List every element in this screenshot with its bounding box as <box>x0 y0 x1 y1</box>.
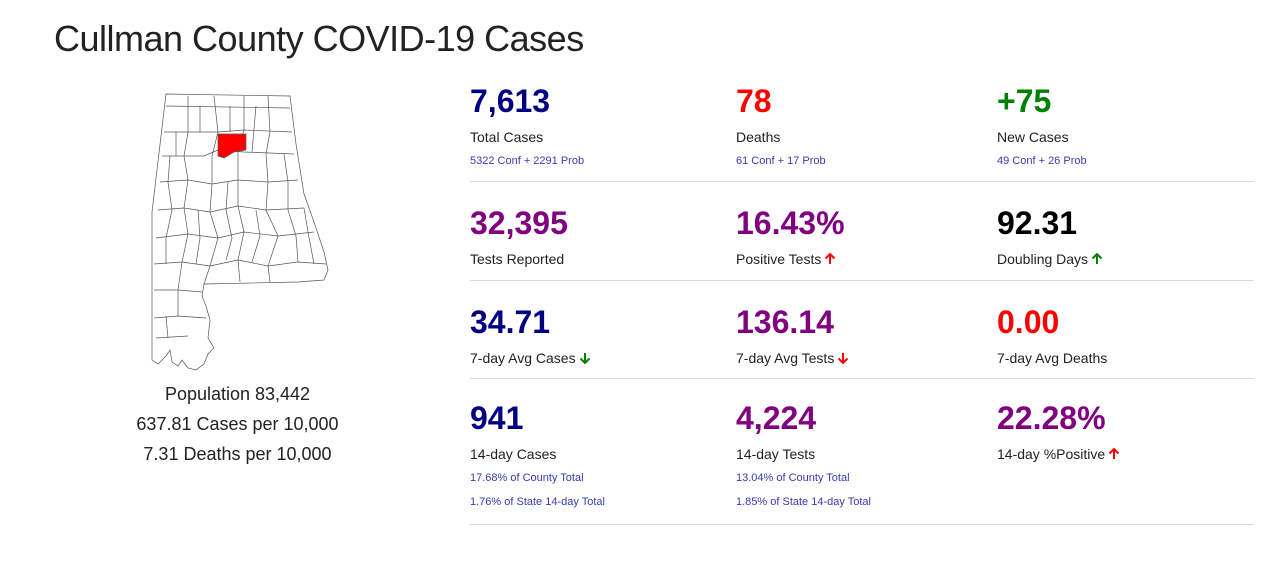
page-title: Cullman County COVID-19 Cases <box>54 18 584 59</box>
stats-row-4: 941 14-day Cases 17.68% of County Total … <box>470 379 1254 525</box>
total-cases-breakdown: 5322 Conf + 2291 Prob <box>470 155 585 167</box>
deaths-label: Deaths <box>736 129 781 145</box>
arrow-down-icon <box>838 353 849 364</box>
doubling-days-label-row: Doubling Days <box>997 250 1103 268</box>
tests-14-label: 14-day Tests <box>736 446 816 462</box>
arrow-up-icon <box>1108 448 1120 459</box>
doubling-days-value: 92.31 <box>997 205 1078 241</box>
cases-per-10000: 637.81 Cases per 10,000 <box>136 414 339 434</box>
cases-14-label: 14-day Cases <box>470 446 557 462</box>
stat-tests-reported: 32,395 Tests Reported <box>470 202 568 268</box>
stat-deaths: 78 Deaths 61 Conf + 17 Prob <box>736 80 826 168</box>
tests-reported-label: Tests Reported <box>470 251 565 267</box>
cases-14-county-share: 17.68% of County Total <box>470 472 584 484</box>
alabama-county-map <box>148 92 338 374</box>
avg-tests-value: 136.14 <box>736 304 834 340</box>
positive-14-label-row: 14-day %Positive <box>997 445 1120 463</box>
tests-14-value: 4,224 <box>736 400 817 436</box>
stat-7day-avg-tests: 136.14 7-day Avg Tests <box>736 301 849 367</box>
avg-cases-label: 7-day Avg Cases <box>470 350 576 366</box>
arrow-down-icon <box>579 353 590 364</box>
stats-row-1: 7,613 Total Cases 5322 Conf + 2291 Prob … <box>470 80 1254 182</box>
cases-14-value: 941 <box>470 400 524 436</box>
positive-14-label: 14-day %Positive <box>997 446 1106 462</box>
tests-14-county-share: 13.04% of County Total <box>736 472 850 484</box>
stat-positive-tests: 16.43% Positive Tests <box>736 202 845 268</box>
cullman-county-highlight <box>217 133 247 159</box>
stats-row-2: 32,395 Tests Reported 16.43% Positive Te… <box>470 182 1254 281</box>
tests-reported-value: 32,395 <box>470 205 568 241</box>
avg-deaths-value: 0.00 <box>997 304 1060 340</box>
avg-tests-label-row: 7-day Avg Tests <box>736 349 849 367</box>
total-cases-label: Total Cases <box>470 129 544 145</box>
avg-cases-value: 34.71 <box>470 304 551 340</box>
stat-7day-avg-deaths: 0.00 7-day Avg Deaths <box>997 301 1107 367</box>
total-cases-value: 7,613 <box>470 83 551 119</box>
stat-total-cases: 7,613 Total Cases 5322 Conf + 2291 Prob <box>470 80 584 168</box>
stat-14day-positive: 22.28% 14-day %Positive <box>997 397 1120 463</box>
deaths-per-10000: 7.31 Deaths per 10,000 <box>143 444 332 464</box>
positive-14-value: 22.28% <box>997 400 1106 436</box>
new-cases-value: +75 <box>997 83 1052 119</box>
tests-14-state-share: 1.85% of State 14-day Total <box>736 496 871 508</box>
arrow-up-icon <box>1091 253 1103 264</box>
stat-14day-tests: 4,224 14-day Tests 13.04% of County Tota… <box>736 397 871 509</box>
positive-tests-label: Positive Tests <box>736 251 822 267</box>
deaths-breakdown: 61 Conf + 17 Prob <box>736 155 826 167</box>
population-line: Population 83,442 <box>164 384 311 404</box>
doubling-days-label: Doubling Days <box>997 251 1089 267</box>
positive-tests-value: 16.43% <box>736 205 845 241</box>
new-cases-breakdown: 49 Conf + 26 Prob <box>997 155 1087 167</box>
cases-14-state-share: 1.76% of State 14-day Total <box>470 496 605 508</box>
arrow-up-icon <box>825 253 836 264</box>
stat-7day-avg-cases: 34.71 7-day Avg Cases <box>470 301 591 367</box>
avg-deaths-label: 7-day Avg Deaths <box>997 350 1108 366</box>
stat-doubling-days: 92.31 Doubling Days <box>997 202 1103 268</box>
stat-14day-cases: 941 14-day Cases 17.68% of County Total … <box>470 397 605 509</box>
avg-tests-label: 7-day Avg Tests <box>736 350 835 366</box>
stats-grid: 7,613 Total Cases 5322 Conf + 2291 Prob … <box>470 80 1254 525</box>
alabama-map-svg <box>151 93 329 371</box>
positive-tests-label-row: Positive Tests <box>736 250 845 268</box>
stats-row-3: 34.71 7-day Avg Cases 136.14 7-day Avg T… <box>470 281 1254 379</box>
new-cases-label: New Cases <box>997 129 1069 145</box>
avg-cases-label-row: 7-day Avg Cases <box>470 349 591 367</box>
deaths-value: 78 <box>736 83 772 119</box>
stat-new-cases: +75 New Cases 49 Conf + 26 Prob <box>997 80 1087 168</box>
county-borders <box>151 93 329 371</box>
